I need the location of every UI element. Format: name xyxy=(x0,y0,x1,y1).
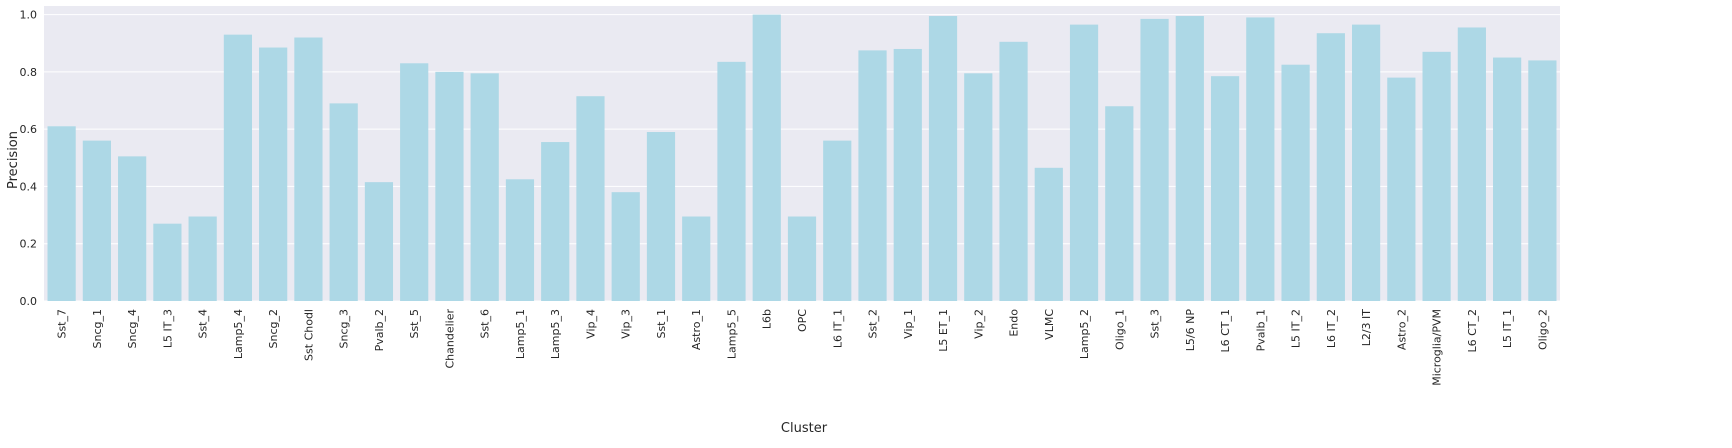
bar xyxy=(153,223,182,301)
y-tick-label: 0.4 xyxy=(20,180,38,193)
y-tick-label: 0.2 xyxy=(20,238,38,251)
y-tick-label: 1.0 xyxy=(20,9,38,22)
bar xyxy=(964,73,993,302)
x-tick-label: OPC xyxy=(796,309,809,332)
x-tick-label: Sncg_1 xyxy=(91,309,104,348)
x-tick-label: Sst_5 xyxy=(408,309,421,339)
bar xyxy=(329,103,358,302)
bar xyxy=(470,73,499,302)
bar xyxy=(682,216,711,301)
x-tick-label: L6b xyxy=(761,309,774,329)
bar xyxy=(118,156,147,301)
bar xyxy=(646,132,676,301)
x-tick-label: L2/3 IT xyxy=(1360,309,1373,347)
bars xyxy=(47,14,1557,302)
bar xyxy=(1069,24,1099,301)
x-tick-label: L6 CT_2 xyxy=(1466,309,1479,353)
y-tick-labels: 0.0 0.2 0.4 0.6 0.8 1.0 xyxy=(20,9,38,308)
x-tick-label: VLMC xyxy=(1043,309,1056,340)
x-tick-label: Lamp5_4 xyxy=(232,309,245,359)
x-tick-label: Pvalb_2 xyxy=(373,309,386,351)
x-tick-labels: Sst_7 Sncg_1 Sncg_4 L5 IT_3 Sst_4 Lamp5_4 Sncg… xyxy=(56,309,1550,386)
bar xyxy=(611,192,640,301)
bar xyxy=(1281,64,1310,301)
bar xyxy=(1140,18,1169,302)
bar xyxy=(294,37,323,302)
x-tick-label: L5 IT_2 xyxy=(1290,309,1303,348)
bar xyxy=(576,96,605,301)
x-tick-label: Sst_7 xyxy=(56,309,69,339)
x-tick-label: Vip_3 xyxy=(620,309,633,339)
bar xyxy=(893,48,922,301)
x-axis-label: Cluster xyxy=(781,421,828,436)
bar xyxy=(787,216,817,301)
x-tick-label: Lamp5_5 xyxy=(725,309,738,359)
x-tick-label: Astro_2 xyxy=(1395,309,1408,350)
x-tick-label: Oligo_2 xyxy=(1536,309,1549,350)
bar xyxy=(1105,106,1134,301)
x-tick-label: Pvalb_1 xyxy=(1254,309,1267,351)
bar xyxy=(1210,76,1240,301)
bar xyxy=(1493,57,1522,301)
x-tick-label: Vip_2 xyxy=(972,309,985,339)
bar xyxy=(1034,167,1063,301)
x-tick-label: Microglia/PVM xyxy=(1431,309,1444,386)
x-tick-label: Sst_6 xyxy=(479,309,492,339)
bar xyxy=(1316,33,1345,301)
x-tick-label: Sst_4 xyxy=(197,309,210,339)
x-tick-label: L6 CT_1 xyxy=(1219,309,1232,353)
x-tick-label: Lamp5_3 xyxy=(549,309,562,359)
x-tick-label: Sncg_4 xyxy=(126,309,139,348)
x-tick-label: Astro_1 xyxy=(690,309,703,350)
x-tick-label: Sst_3 xyxy=(1149,309,1162,339)
bar xyxy=(1175,16,1204,302)
bar xyxy=(435,71,464,302)
bar xyxy=(541,142,570,301)
x-tick-label: Sst_1 xyxy=(655,309,668,339)
bar xyxy=(752,14,781,302)
x-tick-label: L5 ET_1 xyxy=(937,309,950,352)
x-tick-label: L6 IT_2 xyxy=(1325,309,1338,348)
bar xyxy=(823,140,852,301)
x-tick-label: Sncg_2 xyxy=(267,309,280,348)
bar xyxy=(1387,77,1416,301)
bar xyxy=(1351,24,1381,301)
x-tick-label: L6 IT_1 xyxy=(831,309,844,348)
bar xyxy=(400,63,429,301)
bar xyxy=(717,61,746,301)
x-tick-label: Lamp5_1 xyxy=(514,309,527,359)
y-tick-label: 0.8 xyxy=(20,66,38,79)
bar xyxy=(259,47,288,301)
x-tick-label: Chandelier xyxy=(443,309,456,369)
bar xyxy=(82,140,111,301)
bar xyxy=(1457,27,1486,301)
x-tick-label: Vip_4 xyxy=(584,309,597,339)
x-tick-label: Sst_2 xyxy=(867,309,880,339)
bar xyxy=(47,126,76,301)
x-tick-label: Lamp5_2 xyxy=(1078,309,1091,359)
bar xyxy=(999,41,1028,302)
x-tick-label: Vip_1 xyxy=(902,309,915,339)
bar xyxy=(1422,51,1451,301)
bar xyxy=(223,34,253,301)
bar xyxy=(1246,17,1275,302)
bar xyxy=(858,50,887,301)
bar xyxy=(928,16,958,302)
x-tick-label: Sst Chodl xyxy=(302,309,315,361)
bar xyxy=(364,182,394,301)
x-tick-label: L5/6 NP xyxy=(1184,309,1197,352)
x-tick-label: L5 IT_1 xyxy=(1501,309,1514,348)
bar xyxy=(1528,60,1557,301)
x-tick-label: L5 IT_3 xyxy=(161,309,174,348)
x-tick-label: Sncg_3 xyxy=(338,309,351,348)
x-tick-label: Oligo_1 xyxy=(1113,309,1126,350)
y-tick-label: 0.6 xyxy=(20,123,38,136)
bar xyxy=(505,179,535,301)
x-tick-label: Endo xyxy=(1008,309,1021,337)
y-axis-label: Precision xyxy=(6,131,21,189)
y-tick-label: 0.0 xyxy=(20,295,38,308)
bar xyxy=(188,216,217,301)
